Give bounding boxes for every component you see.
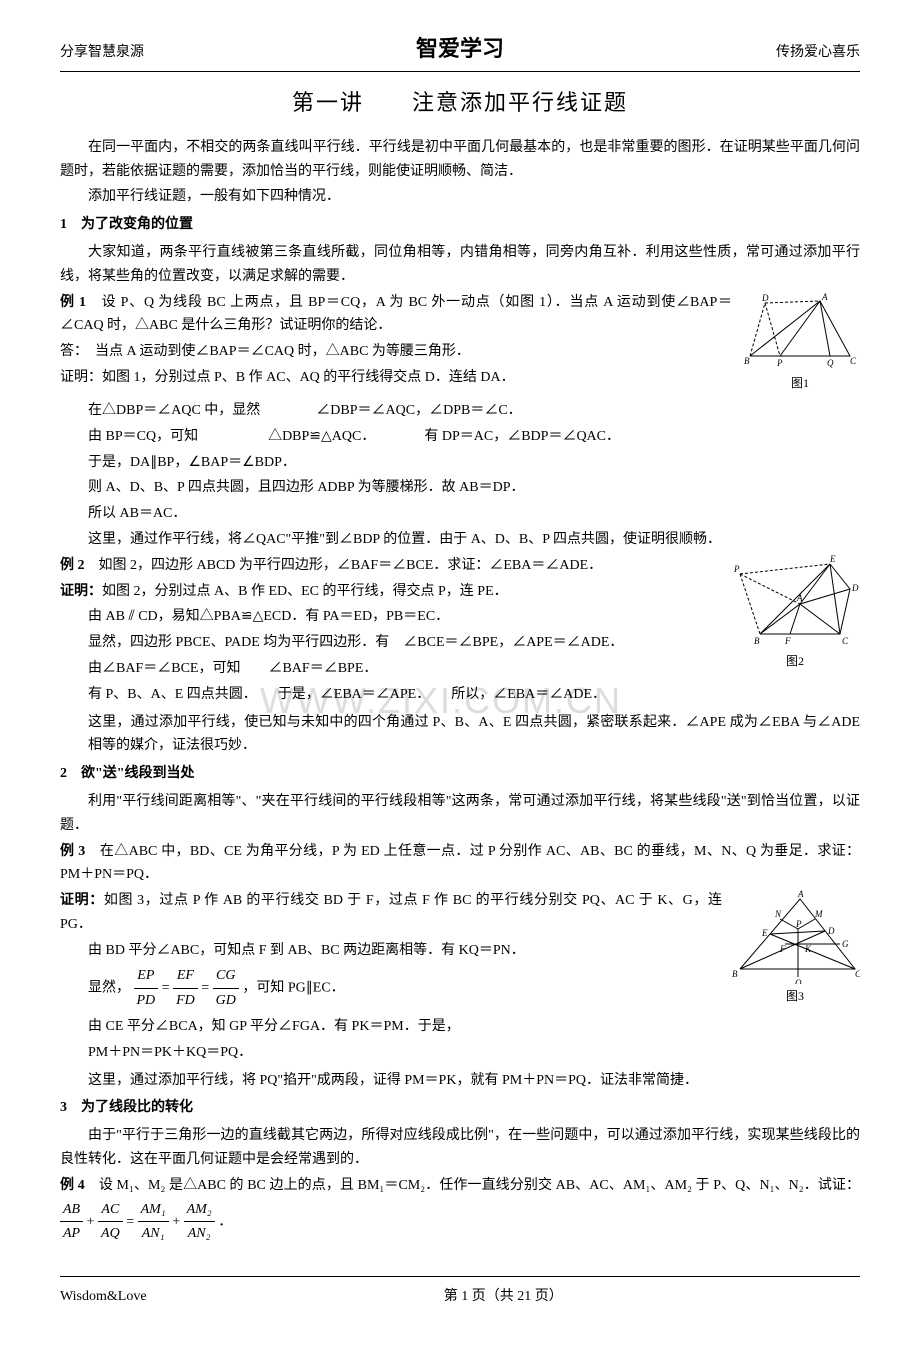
figure-1-caption: 图1 [740, 373, 860, 393]
header-center: 智爱学习 [416, 30, 504, 67]
frac-am2-an2: AM₂AN₂ [184, 1198, 215, 1247]
section3-head: 3 为了线段比的转化 [60, 1096, 860, 1120]
intro-p2: 添加平行线证题，一般有如下四种情况． [60, 185, 860, 209]
svg-text:D: D [761, 293, 769, 303]
proof-1-p5: 则 A、D、B、P 四点共圆，且四边形 ADBP 为等腰梯形．故 AB＝DP． [60, 476, 860, 500]
proof-3-p5: PM＋PN＝PK＋KQ＝PQ． [60, 1041, 860, 1065]
proof-2-p6: 这里，通过添加平行线，使已知与未知中的四个角通过 P、B、A、E 四点共圆，紧密… [60, 711, 860, 759]
example-3-label: 例 3 [60, 844, 85, 859]
proof-label: 证明： [60, 370, 102, 385]
proof-1-p1: 如图 1，分别过点 P、B 作 AC、AQ 的平行线得交点 D．连结 DA． [102, 370, 515, 385]
header-right: 传扬爱心喜乐 [776, 41, 860, 65]
page-footer: Wisdom&Love 第 1 页（共 21 页） [60, 1276, 860, 1309]
frac-am1-an1: AM₁AN₁ [138, 1198, 169, 1247]
svg-text:Q: Q [795, 978, 802, 984]
proof-2-p5: 有 P、B、A、E 四点共圆． 于是，∠EBA＝∠APE． 所以，∠EBA＝∠A… [60, 683, 860, 707]
svg-text:A: A [796, 593, 803, 603]
example-4-body: 设 M₁、M₂ 是△ABC 的 BC 边上的点，且 BM₁＝CM₂．任作一直线分… [85, 1178, 860, 1193]
proof-3-p3-pre: 显然， [88, 981, 130, 996]
svg-text:C: C [842, 636, 849, 646]
lesson-title: 第一讲 注意添加平行线证题 [60, 84, 860, 121]
figure-1-svg: D A B P Q C [740, 291, 860, 371]
section1-p1: 大家知道，两条平行直线被第三条直线所截，同位角相等，内错角相等，同旁内角互补．利… [60, 241, 860, 289]
proof-1-p2: 在△DBP＝∠AQC 中，显然 ∠DBP＝∠AQC，∠DPB＝∠C． [60, 399, 860, 423]
svg-text:P: P [776, 358, 783, 368]
example-2-label: 例 2 [60, 558, 85, 573]
svg-text:Q: Q [827, 358, 834, 368]
footer-left: Wisdom&Love [60, 1285, 147, 1309]
proof-1-p6: 所以 AB＝AC． [60, 502, 860, 526]
example-4: 例 4 设 M₁、M₂ 是△ABC 的 BC 边上的点，且 BM₁＝CM₂．任作… [60, 1174, 860, 1246]
svg-text:F: F [779, 944, 786, 954]
proof-2-label: 证明： [60, 584, 102, 599]
header-left: 分享智慧泉源 [60, 41, 144, 65]
svg-text:K: K [804, 944, 812, 954]
figure-2: P E A D B F C 图2 [730, 554, 860, 671]
svg-text:P: P [733, 564, 740, 574]
frac-ab-ap: ABAP [60, 1198, 83, 1247]
frac-ac-aq: ACAQ [98, 1198, 123, 1247]
example-1-body: 设 P、Q 为线段 BC 上两点，且 BP＝CQ，A 为 BC 外一动点（如图 … [60, 295, 732, 334]
example-4-label: 例 4 [60, 1178, 85, 1193]
example-3: 例 3 在△ABC 中，BD、CE 为角平分线，P 为 ED 上任意一点．过 P… [60, 840, 860, 888]
svg-text:B: B [744, 356, 750, 366]
answer-label: 答： [60, 344, 81, 359]
figure-3: A N M E D P F G K B Q C 图3 [730, 889, 860, 1006]
svg-text:A: A [797, 889, 804, 899]
svg-text:P: P [795, 919, 802, 929]
intro-p1: 在同一平面内，不相交的两条直线叫平行线．平行线是初中平面几何最基本的，也是非常重… [60, 136, 860, 184]
svg-text:C: C [850, 356, 857, 366]
svg-text:B: B [732, 969, 738, 979]
svg-text:D: D [851, 583, 859, 593]
svg-text:E: E [829, 554, 836, 564]
svg-text:G: G [842, 939, 849, 949]
section2-head: 2 欲"送"线段到当处 [60, 762, 860, 786]
section1-head: 1 为了改变角的位置 [60, 213, 860, 237]
proof-1-p4: 于是，DA∥BP，∠BAP＝∠BDP． [60, 451, 860, 475]
figure-3-svg: A N M E D P F G K B Q C [730, 889, 860, 984]
svg-text:F: F [784, 636, 791, 646]
proof-3-p3-post: ，可知 PG∥EC． [242, 981, 344, 996]
proof-3-p1: 如图 3，过点 P 作 AB 的平行线交 BD 于 F，过点 F 作 BC 的平… [60, 893, 722, 932]
svg-text:C: C [855, 969, 860, 979]
answer-body: 当点 A 运动到使∠BAP＝∠CAQ 时，△ABC 为等腰三角形． [81, 344, 470, 359]
example-2-body: 如图 2，四边形 ABCD 为平行四边形，∠BAF＝∠BCE．求证：∠EBA＝∠… [85, 558, 603, 573]
proof-1-p3: 由 BP＝CQ，可知 △DBP≌△AQC． 有 DP＝AC，∠BDP＝∠QAC． [60, 425, 860, 449]
proof-3-p4: 由 CE 平分∠BCA，知 GP 平分∠FGA．有 PK＝PM．于是， [60, 1015, 860, 1039]
svg-text:N: N [774, 909, 782, 919]
page-number: 1 [461, 1289, 468, 1304]
svg-text:E: E [761, 928, 768, 938]
section3-p1: 由于"平行于三角形一边的直线截其它两边，所得对应线段成比例"，在一些问题中，可以… [60, 1124, 860, 1172]
example-4-formula: ABAP + ACAQ = AM₁AN₁ + AM₂AN₂ ． [60, 1198, 232, 1247]
page-header: 分享智慧泉源 智爱学习 传扬爱心喜乐 [60, 30, 860, 72]
section2-p1: 利用"平行线间距离相等"、"夹在平行线间的平行线段相等"这两条，常可通过添加平行… [60, 790, 860, 838]
proof-1-p7: 这里，通过作平行线，将∠QAC"平推"到∠BDP 的位置．由于 A、D、B、P … [60, 528, 860, 552]
frac-cg-gd: CGGD [213, 964, 239, 1013]
svg-text:B: B [754, 636, 760, 646]
proof-3-label: 证明： [60, 893, 104, 908]
frac-ep-pd: EPPD [134, 964, 159, 1013]
svg-text:M: M [814, 909, 823, 919]
figure-2-svg: P E A D B F C [730, 554, 860, 649]
figure-2-caption: 图2 [730, 651, 860, 671]
example-1-label: 例 1 [60, 295, 86, 310]
proof-3-p6: 这里，通过添加平行线，将 PQ"掐开"成两段，证得 PM＝PK，就有 PM＋PN… [60, 1069, 860, 1093]
footer-center: 第 1 页（共 21 页） [444, 1285, 563, 1309]
svg-text:D: D [827, 926, 835, 936]
figure-3-caption: 图3 [730, 986, 860, 1006]
figure-1: D A B P Q C 图1 [740, 291, 860, 393]
proof-2-p1: 如图 2，分别过点 A、B 作 ED、EC 的平行线，得交点 P，连 PE． [102, 584, 508, 599]
svg-text:A: A [821, 292, 828, 302]
example-3-body: 在△ABC 中，BD、CE 为角平分线，P 为 ED 上任意一点．过 P 分别作… [60, 844, 860, 883]
frac-ef-fd: EFFD [173, 964, 198, 1013]
